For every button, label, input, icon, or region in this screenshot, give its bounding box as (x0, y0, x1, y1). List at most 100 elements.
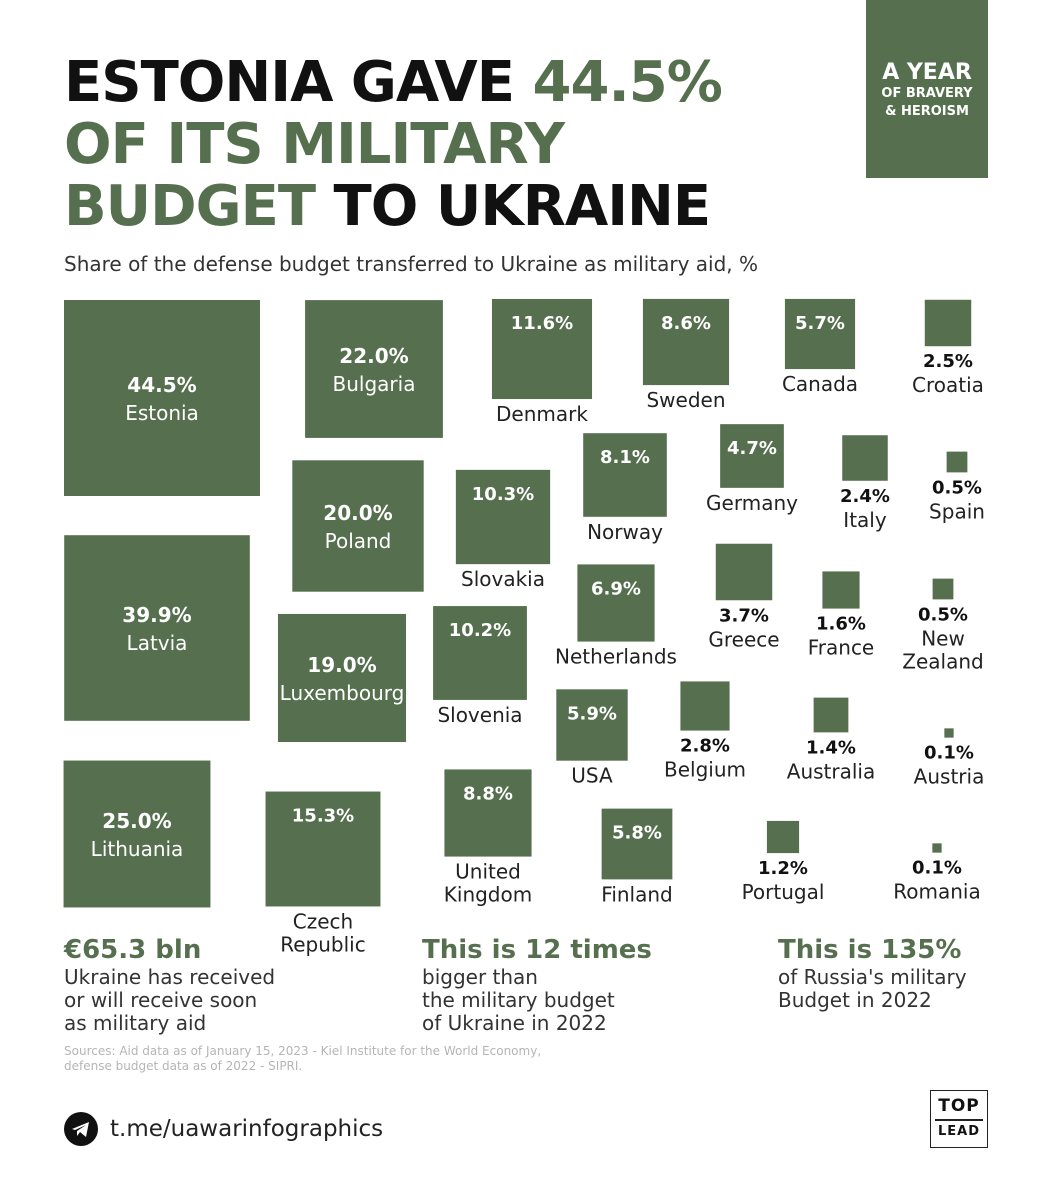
stat-russia-budget-value: This is 135% (778, 935, 962, 965)
badge-line2: OF BRAVERY (881, 86, 973, 101)
country-label-norway: Norway (587, 520, 663, 544)
square-estonia (64, 300, 260, 496)
badge-line3: & HEROISM (885, 104, 969, 119)
stat-russia-budget: This is 135% of Russia's military Budget… (778, 934, 967, 1012)
stat-ukraine-budget: This is 12 times bigger than the militar… (422, 934, 652, 1035)
square-belgium (680, 681, 730, 731)
country-label-belgium: Belgium (664, 758, 746, 782)
value-label-latvia: 39.9% (122, 603, 191, 627)
square-poland (292, 460, 424, 592)
value-label-france: 1.6% (816, 614, 866, 635)
country-label-austria: Austria (914, 765, 985, 789)
square-germany (720, 424, 784, 488)
value-label-sweden: 8.6% (661, 313, 711, 334)
top-lead-logo: TOP LEAD (930, 1090, 988, 1148)
value-label-belgium: 2.8% (680, 736, 730, 757)
value-label-slovenia: 10.2% (449, 620, 511, 641)
country-label-australia: Australia (787, 759, 875, 783)
square-czech-republic (265, 791, 381, 907)
country-label-slovenia: Slovenia (437, 703, 522, 727)
country-label-germany: Germany (706, 491, 798, 515)
stat-russia-budget-text: of Russia's military Budget in 2022 (778, 965, 967, 1012)
value-label-finland: 5.8% (612, 823, 662, 844)
square-denmark (491, 298, 593, 400)
country-label-sweden: Sweden (646, 388, 725, 412)
value-label-netherlands: 6.9% (591, 578, 641, 599)
chart-subtitle: Share of the defense budget transferred … (64, 252, 758, 276)
country-label-denmark: Denmark (496, 402, 588, 426)
country-label-czech-republic: Czech (293, 909, 353, 933)
country-label-usa: USA (571, 764, 613, 788)
country-label-czech-republic: Republic (280, 932, 365, 956)
stat-total-aid-value: €65.3 bln (64, 935, 202, 965)
country-label-poland: Poland (325, 529, 392, 553)
square-norway (583, 433, 667, 517)
title-line3-green: BUDGET (64, 174, 316, 239)
value-label-slovakia: 10.3% (472, 484, 534, 505)
series-badge: A YEAR OF BRAVERY & HEROISM (866, 0, 988, 178)
country-label-greece: Greece (708, 627, 779, 651)
value-label-estonia: 44.5% (127, 373, 196, 397)
square-usa (556, 689, 628, 761)
value-label-italy: 2.4% (840, 486, 890, 507)
square-bulgaria (305, 300, 443, 438)
square-romania (932, 843, 942, 853)
country-label-new-zealand: Zealand (902, 649, 983, 673)
logo-top: TOP (938, 1096, 980, 1116)
stat-total-aid: €65.3 bln Ukraine has received or will r… (64, 934, 275, 1035)
country-label-new-zealand: New (921, 626, 965, 650)
telegram-link-text[interactable]: t.me/uawarinfographics (110, 1116, 384, 1142)
country-label-lithuania: Lithuania (91, 837, 184, 861)
stat-ukraine-budget-text: bigger than the military budget of Ukrai… (422, 965, 615, 1035)
telegram-link[interactable]: t.me/uawarinfographics (64, 1112, 383, 1146)
value-label-usa: 5.9% (567, 703, 617, 724)
country-label-bulgaria: Bulgaria (333, 372, 416, 396)
value-label-united-kingdom: 8.8% (463, 783, 513, 804)
country-label-slovakia: Slovakia (461, 567, 545, 591)
value-label-denmark: 11.6% (511, 313, 573, 334)
value-label-poland: 20.0% (323, 501, 392, 525)
value-label-norway: 8.1% (600, 447, 650, 468)
square-portugal (766, 820, 800, 854)
country-label-portugal: Portugal (742, 880, 825, 904)
badge-line1: A YEAR (882, 60, 972, 85)
country-label-spain: Spain (929, 499, 985, 523)
country-label-estonia: Estonia (125, 401, 199, 425)
value-label-lithuania: 25.0% (102, 809, 171, 833)
value-label-greece: 3.7% (719, 605, 769, 626)
square-slovenia (433, 606, 527, 700)
telegram-icon (64, 1112, 98, 1146)
stat-total-aid-text: Ukraine has received or will receive soo… (64, 965, 276, 1035)
square-france (822, 571, 860, 609)
value-label-germany: 4.7% (727, 438, 777, 459)
square-netherlands (577, 564, 655, 642)
square-united-kingdom (444, 769, 532, 857)
country-label-croatia: Croatia (912, 373, 984, 397)
value-label-luxembourg: 19.0% (307, 653, 376, 677)
title-line1-black: ESTONIA GAVE (64, 50, 533, 115)
square-spain (946, 451, 968, 473)
country-label-italy: Italy (843, 508, 887, 532)
square-lithuania (63, 760, 211, 908)
value-label-austria: 0.1% (924, 743, 974, 764)
logo-divider (935, 1119, 983, 1121)
value-label-romania: 0.1% (912, 858, 962, 879)
country-label-france: France (808, 636, 875, 660)
country-label-united-kingdom: Kingdom (444, 883, 532, 907)
value-label-new-zealand: 0.5% (918, 604, 968, 625)
country-label-united-kingdom: United (455, 860, 521, 884)
page-title: ESTONIA GAVE 44.5% OF ITS MILITARY BUDGE… (64, 52, 844, 238)
logo-bottom: LEAD (937, 1123, 981, 1139)
square-luxembourg (277, 613, 407, 743)
country-label-netherlands: Netherlands (555, 645, 677, 669)
title-line2-green: OF ITS MILITARY (64, 112, 565, 177)
square-new-zealand (932, 578, 954, 600)
value-label-australia: 1.4% (806, 737, 856, 758)
square-austria (944, 728, 954, 738)
square-australia (813, 697, 849, 733)
square-canada (784, 298, 856, 370)
title-line1-green: 44.5% (532, 50, 723, 115)
country-label-canada: Canada (782, 372, 858, 396)
value-label-canada: 5.7% (795, 313, 845, 334)
